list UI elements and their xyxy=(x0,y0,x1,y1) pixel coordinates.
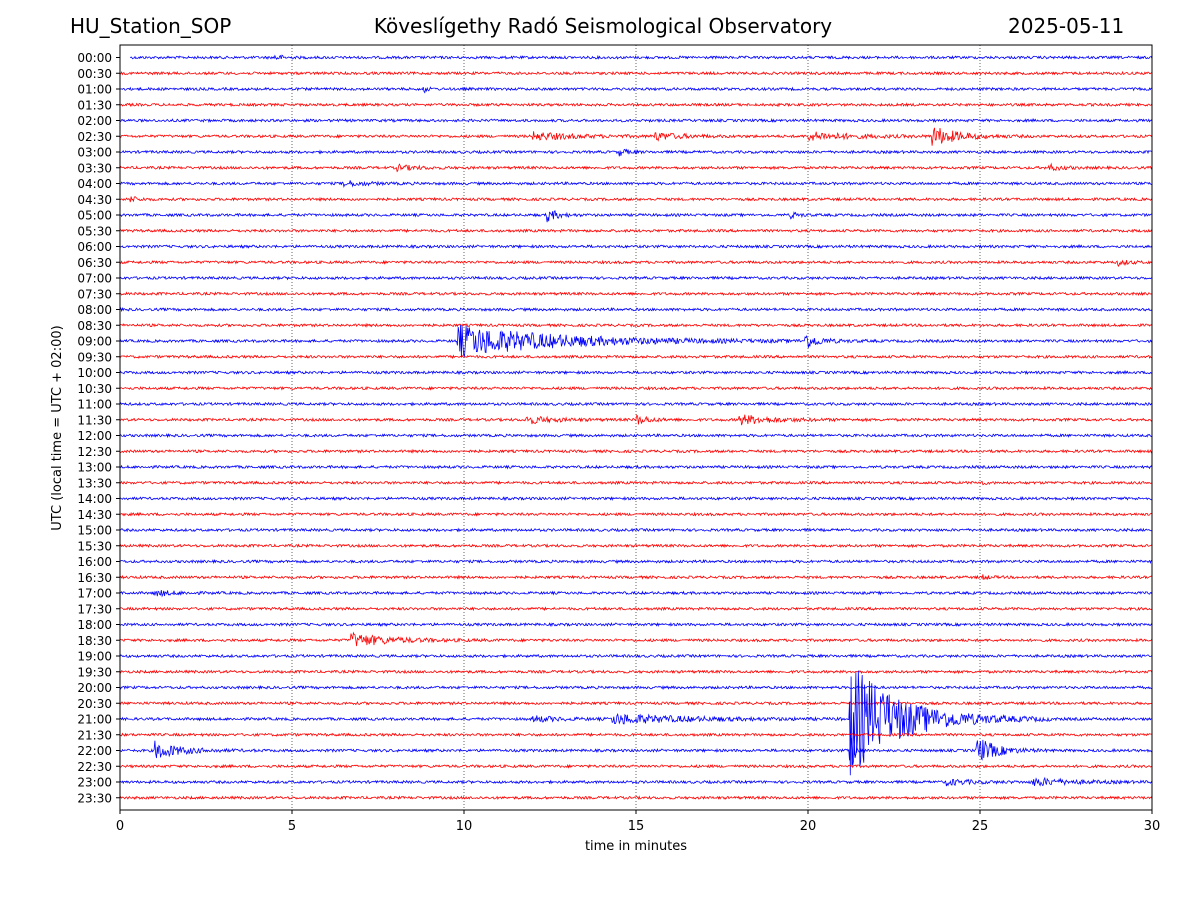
row-time-label: 16:30 xyxy=(77,571,112,585)
row-time-label: 05:30 xyxy=(77,224,112,238)
row-time-label: 03:30 xyxy=(77,161,112,175)
row-time-label: 20:00 xyxy=(77,681,112,695)
trace-0230 xyxy=(120,128,1152,146)
x-tick-label: 15 xyxy=(628,819,645,834)
row-time-label: 23:30 xyxy=(77,791,112,805)
row-time-label: 09:00 xyxy=(77,335,112,349)
trace-0700 xyxy=(120,277,1152,280)
trace-2300 xyxy=(120,778,1152,786)
row-time-label: 19:00 xyxy=(77,650,112,664)
trace-0900 xyxy=(120,325,1152,358)
grid-lines xyxy=(292,45,980,810)
row-time-label: 21:30 xyxy=(77,728,112,742)
helicorder-plot: 00:00 00:30 01:0001:30 02:00 02:30 03:0003:30… xyxy=(0,0,1200,900)
trace-1500 xyxy=(120,529,1152,532)
trace-1400 xyxy=(120,497,1152,500)
row-time-label: 11:30 xyxy=(77,413,112,427)
x-tick-labels: 0 5 10 15 20 25 30 xyxy=(116,810,1160,834)
x-tick-label: 5 xyxy=(288,819,296,834)
trace-0300 xyxy=(120,149,1152,156)
trace-1000 xyxy=(120,371,1152,374)
row-time-label: 00:30 xyxy=(77,67,112,81)
row-time-label: 23:00 xyxy=(77,776,112,790)
trace-0400 xyxy=(120,180,1152,186)
trace-0800 xyxy=(120,308,1152,311)
x-tick-label: 10 xyxy=(456,819,473,834)
row-time-label: 14:00 xyxy=(77,492,112,506)
row-time-label: 07:30 xyxy=(77,287,112,301)
trace-2230 xyxy=(120,765,1152,768)
row-time-label: 16:00 xyxy=(77,555,112,569)
x-tick-label: 0 xyxy=(116,819,124,834)
x-axis-label: time in minutes xyxy=(585,839,687,854)
row-time-label: 11:00 xyxy=(77,398,112,412)
row-time-label: 17:30 xyxy=(77,602,112,616)
row-time-label: 13:00 xyxy=(77,461,112,475)
row-time-label: 17:00 xyxy=(77,587,112,601)
row-time-label: 21:00 xyxy=(77,713,112,727)
trace-1600 xyxy=(120,560,1152,563)
row-time-label: 04:30 xyxy=(77,193,112,207)
row-time-label: 10:30 xyxy=(77,382,112,396)
trace-1300 xyxy=(120,466,1152,469)
seismic-traces xyxy=(120,55,1152,799)
row-time-label: 18:30 xyxy=(77,634,112,648)
x-tick-label: 30 xyxy=(1144,819,1161,834)
trace-0200 xyxy=(120,119,1152,122)
x-tick-label: 25 xyxy=(972,819,989,834)
row-time-label: 03:00 xyxy=(77,146,112,160)
trace-1900 xyxy=(120,655,1152,658)
trace-0000 xyxy=(130,55,1152,59)
row-time-label: 14:30 xyxy=(77,508,112,522)
trace-2000 xyxy=(120,686,1152,689)
row-time-label: 08:30 xyxy=(77,319,112,333)
row-time-label: 02:00 xyxy=(77,114,112,128)
row-time-label: 22:00 xyxy=(77,744,112,758)
row-time-label: 12:00 xyxy=(77,429,112,443)
row-time-label: 19:30 xyxy=(77,665,112,679)
row-time-label: 12:30 xyxy=(77,445,112,459)
row-time-label: 13:30 xyxy=(77,476,112,490)
trace-0100 xyxy=(120,87,1152,93)
row-time-label: 04:00 xyxy=(77,177,112,191)
row-time-label: 20:30 xyxy=(77,697,112,711)
row-time-label: 07:00 xyxy=(77,272,112,286)
row-time-label: 05:00 xyxy=(77,209,112,223)
row-time-label: 08:00 xyxy=(77,303,112,317)
row-time-label: 15:30 xyxy=(77,539,112,553)
row-time-label: 00:00 xyxy=(77,51,112,65)
row-time-label: 15:00 xyxy=(77,524,112,538)
row-time-label: 06:00 xyxy=(77,240,112,254)
row-time-label: 01:00 xyxy=(77,83,112,97)
row-time-label: 22:30 xyxy=(77,760,112,774)
row-time-label: 09:30 xyxy=(77,350,112,364)
y-axis-label: UTC (local time = UTC + 02:00) xyxy=(50,325,65,530)
row-time-label: 18:00 xyxy=(77,618,112,632)
row-time-label: 10:00 xyxy=(77,366,112,380)
x-tick-label: 20 xyxy=(800,819,817,834)
row-time-label: 02:30 xyxy=(77,130,112,144)
row-time-label: 01:30 xyxy=(77,98,112,112)
trace-1100 xyxy=(120,403,1152,406)
row-time-label: 06:30 xyxy=(77,256,112,270)
trace-1330 xyxy=(120,481,1152,484)
